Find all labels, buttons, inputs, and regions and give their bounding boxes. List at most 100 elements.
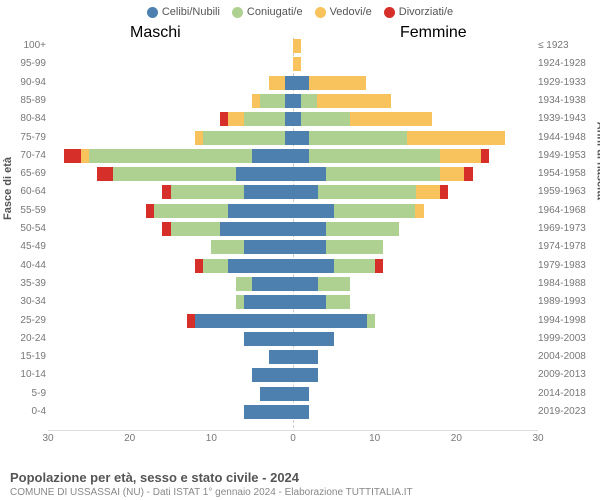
bar-segment [293, 39, 301, 53]
bar-segment [301, 112, 350, 126]
bar-segment [244, 112, 285, 126]
footer: Popolazione per età, sesso e stato civil… [10, 470, 590, 498]
male-half [48, 56, 293, 73]
bar-segment [326, 240, 383, 254]
bar-segment [244, 240, 293, 254]
age-label: 85-89 [2, 95, 46, 106]
chart-row [48, 367, 538, 384]
bar-segment [440, 185, 448, 199]
bar-segment [293, 259, 334, 273]
legend-dot [147, 7, 158, 18]
bar-segment [293, 57, 301, 71]
bar-segment [228, 112, 244, 126]
male-half [48, 184, 293, 201]
chart-subtitle: COMUNE DI USSASSAI (NU) - Dati ISTAT 1° … [10, 487, 590, 498]
age-label: 90-94 [2, 77, 46, 88]
male-half [48, 404, 293, 421]
bar-segment [89, 149, 252, 163]
bar-segment [301, 94, 317, 108]
female-half [293, 331, 538, 348]
bar-segment [309, 149, 440, 163]
bar-segment [415, 204, 423, 218]
bar-segment [195, 259, 203, 273]
bar-segment [203, 259, 228, 273]
chart-row [48, 148, 538, 165]
x-tick: 10 [206, 433, 217, 444]
bar-segment [326, 222, 400, 236]
age-label: 5-9 [2, 388, 46, 399]
x-tick: 10 [369, 433, 380, 444]
x-tick: 0 [290, 433, 296, 444]
age-label: 25-29 [2, 315, 46, 326]
bar-segment [407, 131, 505, 145]
bar-segment [252, 149, 293, 163]
female-half [293, 367, 538, 384]
male-half [48, 93, 293, 110]
male-half [48, 239, 293, 256]
bar-segment [293, 149, 309, 163]
bar-segment [162, 222, 170, 236]
bar-segment [252, 277, 293, 291]
age-label: 60-64 [2, 186, 46, 197]
bar-segment [334, 259, 375, 273]
age-label: 55-59 [2, 205, 46, 216]
legend-dot [232, 7, 243, 18]
bar-segment [162, 185, 170, 199]
bar-segment [260, 387, 293, 401]
chart-row [48, 93, 538, 110]
legend-item: Coniugati/e [232, 6, 303, 18]
bar-segment [220, 112, 228, 126]
year-label: 1984-1988 [538, 278, 598, 289]
chart-row [48, 221, 538, 238]
male-half [48, 258, 293, 275]
age-label: 95-99 [2, 58, 46, 69]
female-half [293, 111, 538, 128]
bar-segment [244, 295, 293, 309]
female-half [293, 294, 538, 311]
bar-segment [293, 368, 318, 382]
bar-segment [481, 149, 489, 163]
year-label: 1979-1983 [538, 260, 598, 271]
chart-row [48, 38, 538, 55]
bar-segment [203, 131, 285, 145]
male-half [48, 75, 293, 92]
bar-segment [367, 314, 375, 328]
bar-segment [293, 240, 326, 254]
male-half [48, 148, 293, 165]
bar-segment [293, 167, 326, 181]
bar-segment [81, 149, 89, 163]
chart-row [48, 294, 538, 311]
female-half [293, 75, 538, 92]
bar-segment [285, 112, 293, 126]
year-label: 1989-1993 [538, 296, 598, 307]
chart-row [48, 258, 538, 275]
female-half [293, 276, 538, 293]
year-label: 1964-1968 [538, 205, 598, 216]
bar-segment [236, 167, 293, 181]
age-label: 35-39 [2, 278, 46, 289]
male-half [48, 111, 293, 128]
bar-segment [293, 131, 309, 145]
bar-segment [318, 277, 351, 291]
bar-segment [293, 295, 326, 309]
male-half [48, 221, 293, 238]
bar-segment [326, 295, 351, 309]
x-tick: 20 [451, 433, 462, 444]
year-label: 1924-1928 [538, 58, 598, 69]
age-label: 0-4 [2, 406, 46, 417]
bar-segment [317, 94, 391, 108]
age-label: 100+ [2, 40, 46, 51]
female-half [293, 404, 538, 421]
male-half [48, 331, 293, 348]
year-label: 1974-1978 [538, 241, 598, 252]
bar-segment [244, 332, 293, 346]
bar-segment [350, 112, 432, 126]
female-half [293, 56, 538, 73]
legend: Celibi/NubiliConiugati/eVedovi/eDivorzia… [0, 0, 600, 20]
age-label: 65-69 [2, 168, 46, 179]
bar-segment [252, 94, 260, 108]
bar-segment [293, 350, 318, 364]
bar-segment [195, 314, 293, 328]
bar-segment [236, 295, 244, 309]
bar-segment [244, 185, 293, 199]
